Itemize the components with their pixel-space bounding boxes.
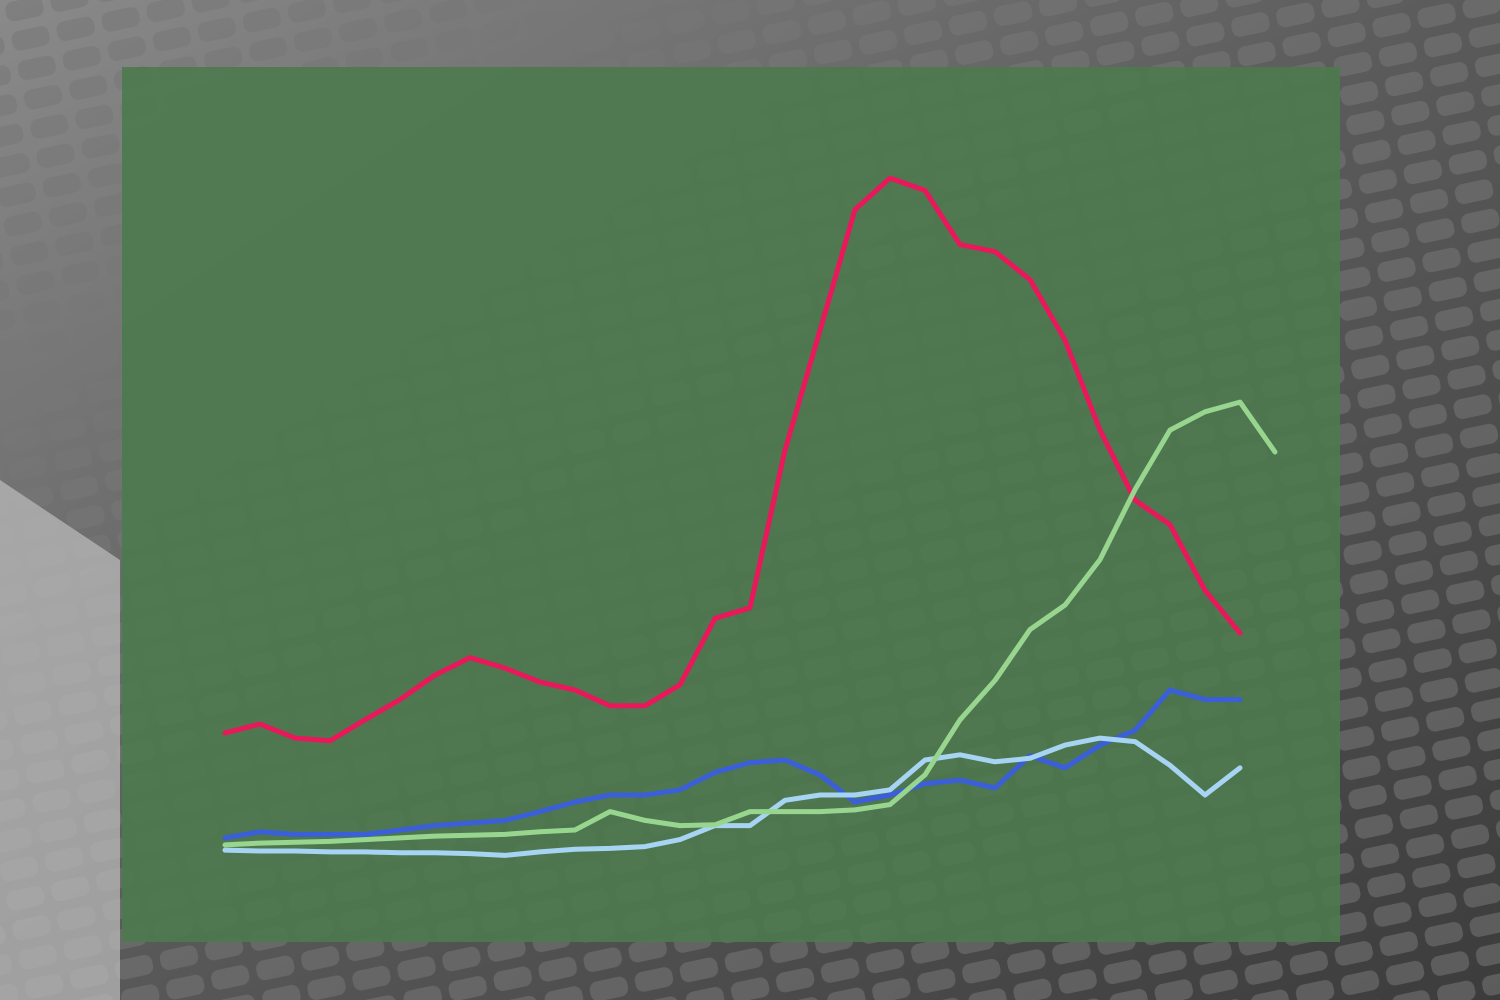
background-floor [0, 480, 120, 1000]
plot-panel [122, 67, 1340, 942]
data-line [222, 175, 1243, 744]
data-line [222, 399, 1278, 848]
data-line [222, 687, 1243, 841]
data-line [222, 735, 1243, 858]
